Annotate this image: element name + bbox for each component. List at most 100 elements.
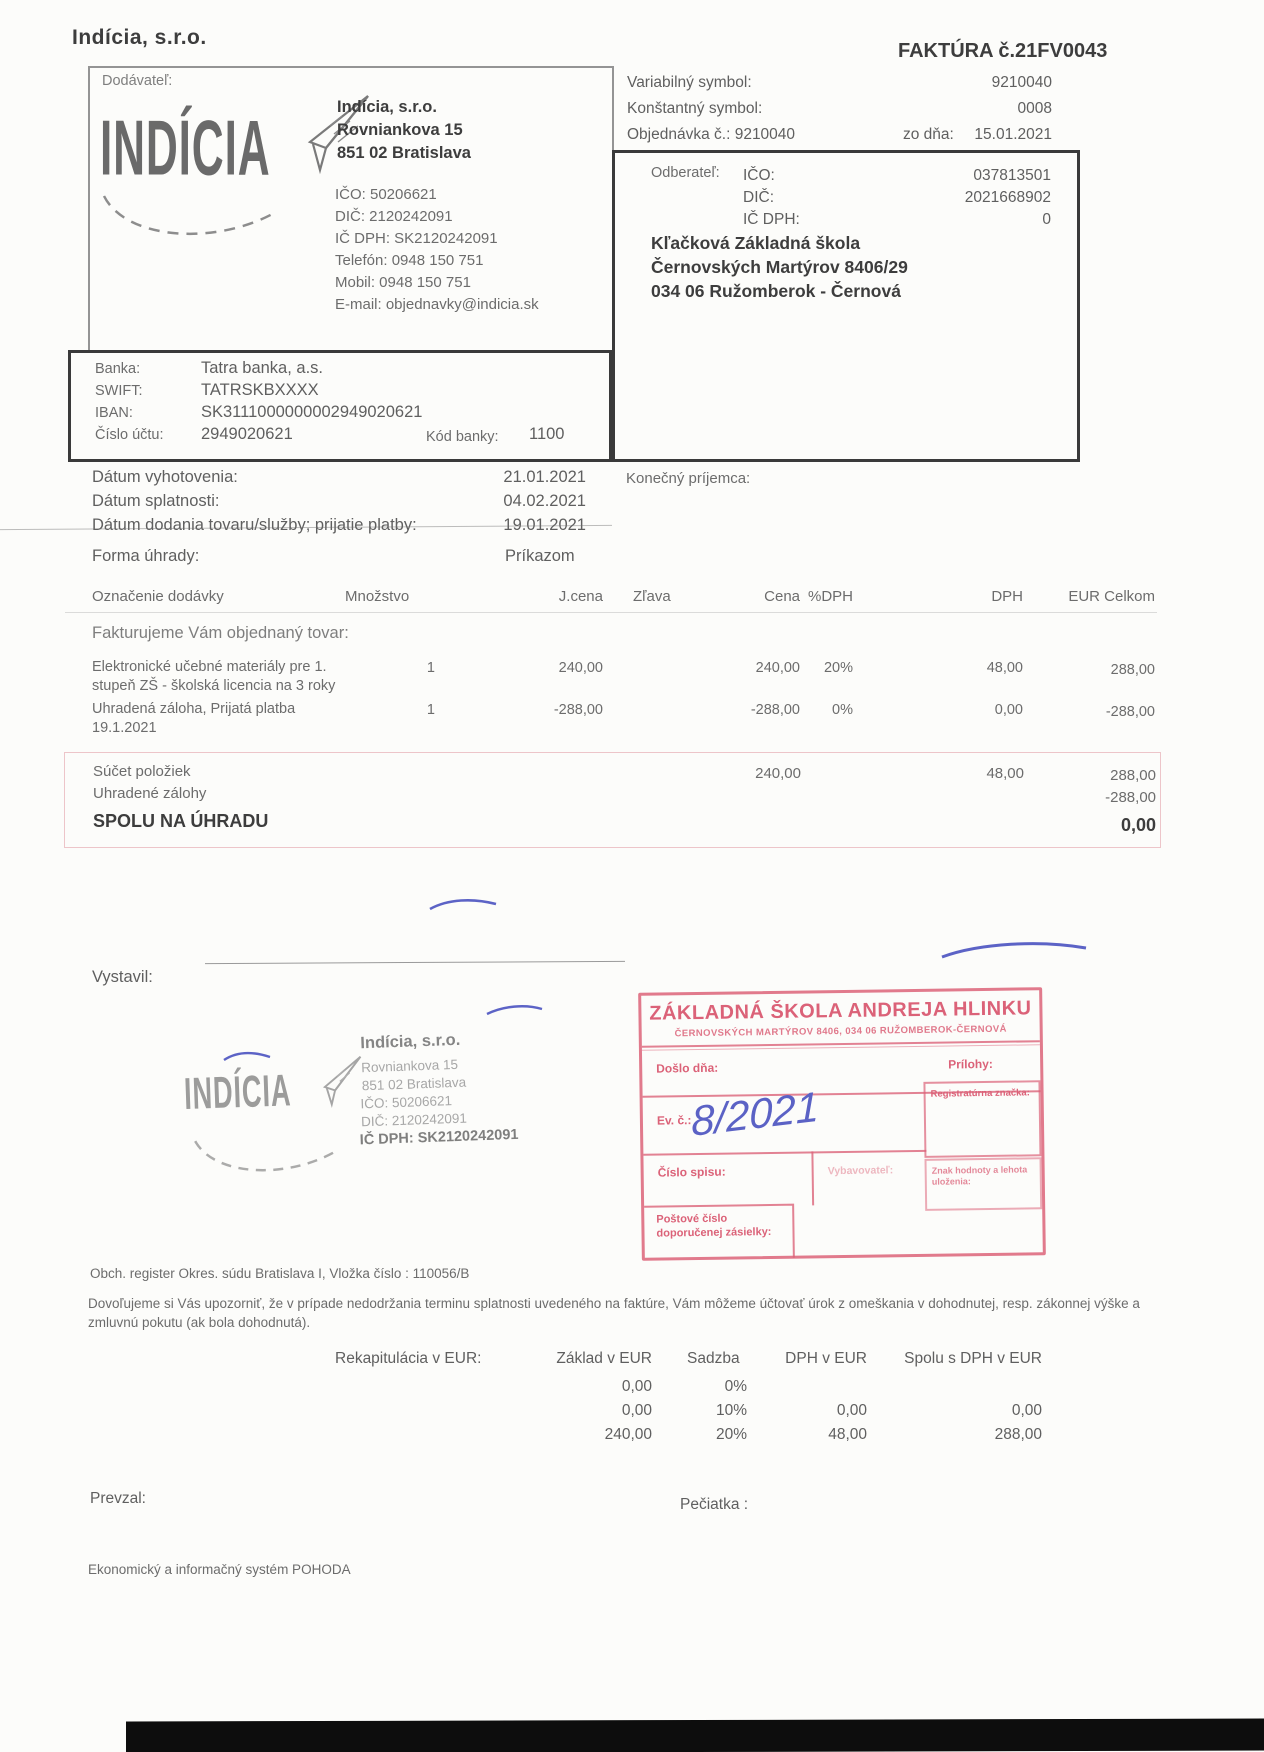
stamp-registry-cell: Registratúrna značka: [923, 1080, 1042, 1158]
col-header-total: EUR Celkom [1068, 588, 1155, 605]
item-vat: 48,00 [986, 660, 1023, 676]
stamp-field-label: Pečiatka : [680, 1496, 749, 1513]
stamp-handler-label: Vybavovateľ: [827, 1164, 894, 1178]
recap-cell: 240,00 [604, 1426, 652, 1443]
dashed-arc-icon [102, 195, 277, 235]
customer-ic-dph-value: 0 [1042, 211, 1051, 228]
stamp-postal-cell: Poštové číslo doporučenej zásielky: [644, 1203, 795, 1260]
constant-symbol-label: Konštantný symbol: [627, 100, 763, 117]
handwritten-ev-number: 8/2021 [690, 1082, 820, 1145]
item-vat-rate: 20% [823, 660, 853, 676]
pen-stroke-icon [486, 1005, 543, 1016]
item-qty: 1 [426, 660, 435, 676]
pen-stroke-icon [429, 899, 497, 911]
paper-plane-icon [322, 1055, 362, 1109]
supplier-phone: Telefón: 0948 150 751 [335, 252, 484, 269]
final-recipient-label: Konečný príjemca: [626, 470, 751, 487]
recap-cell: 288,00 [994, 1426, 1042, 1443]
sum-total: 288,00 [1110, 767, 1156, 784]
recap-cell: 10% [715, 1402, 747, 1419]
constant-symbol-value: 0008 [1017, 100, 1052, 117]
recap-cell: 0,00 [836, 1402, 867, 1419]
stamp-attachments-label: Prílohy: [948, 1056, 993, 1072]
supplier-dic: DIČ: 2120242091 [335, 208, 453, 225]
dashed-arc-icon [194, 1140, 340, 1172]
supplier-logo: INDÍCIA [100, 105, 271, 193]
supplier-name: Indícia, s.r.o. [337, 98, 437, 116]
item-description: Elektronické učebné materiály pre 1. stu… [92, 659, 336, 694]
iban-label: IBAN: [95, 405, 133, 421]
swift-label: SWIFT: [95, 383, 143, 399]
bank-label: Banka: [95, 361, 141, 377]
bank-code-label: Kód banky: [426, 429, 499, 445]
signature-line [205, 960, 625, 965]
item-price: 240,00 [755, 660, 800, 676]
customer-dic-value: 2021668902 [964, 189, 1051, 206]
iban-value: SK3111000000002949020621 [201, 403, 423, 421]
stamp-registry-label: Registratúrna značka: [930, 1087, 1030, 1100]
due-date-value: 04.02.2021 [503, 492, 586, 510]
totals-box: Súčet položiek Uhradené zálohy 240,00 48… [64, 752, 1161, 848]
items-section-heading: Fakturujeme Vám objednaný tovar: [92, 624, 349, 642]
col-header-vat: DPH [991, 588, 1023, 605]
account-number-value: 2949020621 [201, 425, 293, 443]
customer-ic-dph-label: IČ DPH: [743, 211, 800, 228]
company-header: Indícia, s.r.o. [72, 26, 207, 49]
variable-symbol-label: Variabilný symbol: [627, 74, 752, 91]
col-header-qty: Množstvo [345, 588, 410, 605]
supplier-city: 851 02 Bratislava [337, 144, 471, 162]
col-header-vat-rate: %DPH [808, 588, 854, 605]
issue-date-label: Dátum vyhotovenia: [92, 468, 238, 486]
col-header-unit-price: J.cena [558, 588, 603, 605]
swift-value: TATRSKBXXXX [201, 381, 319, 399]
school-stamp-title: ZÁKLADNÁ ŠKOLA ANDREJA HLINKU [649, 997, 1032, 1025]
grand-total-label: SPOLU NA ÚHRADU [93, 811, 269, 831]
school-stamp-subtitle: ČERNOVSKÝCH MARTÝROV 8406, 034 06 RUŽOMB… [674, 1023, 1007, 1040]
col-header-price: Cena [764, 588, 800, 605]
customer-dic-label: DIČ: [743, 189, 774, 206]
customer-street: Černovských Martýrov 8406/29 [651, 257, 908, 277]
supplier-street: Rovniankova 15 [337, 121, 463, 139]
stamp-value-label: Znak hodnoty a lehota uloženia: [931, 1164, 1028, 1187]
recap-cell: 48,00 [828, 1426, 867, 1443]
supplier-stamp-city: 851 02 Bratislava [361, 1074, 467, 1094]
order-number-label: Objednávka č.: 9210040 [627, 126, 796, 143]
recap-cell: 0,00 [1011, 1402, 1042, 1419]
item-vat-rate: 0% [832, 702, 853, 718]
recap-cell: 0% [724, 1378, 747, 1395]
order-date-value: 15.01.2021 [974, 126, 1052, 143]
supplier-ic-dph: IČ DPH: SK2120242091 [335, 230, 498, 247]
stamp-postal-label: Poštové číslo doporučenej zásielky: [656, 1212, 772, 1240]
item-vat: 0,00 [994, 702, 1023, 718]
recap-cell: 0,00 [621, 1402, 652, 1419]
item-unit-price: -288,00 [553, 702, 603, 718]
item-total: 288,00 [1110, 662, 1155, 678]
advances-total: -288,00 [1105, 789, 1156, 806]
stamp-received-label: Došlo dňa: [656, 1060, 719, 1076]
recap-header-total: Spolu s DPH v EUR [904, 1350, 1042, 1367]
supplier-stamp-name: Indícia, s.r.o. [360, 1030, 461, 1053]
supplier-stamp-street: Rovniankova 15 [360, 1056, 459, 1076]
bank-code-value: 1100 [529, 425, 565, 443]
supplier-ico: IČO: 50206621 [335, 186, 437, 203]
stamp-file-number-label: Číslo spisu: [657, 1164, 726, 1180]
advances-label: Uhradené zálohy [93, 785, 207, 802]
sum-items-label: Súčet položiek [93, 763, 191, 780]
issue-date-value: 21.01.2021 [503, 468, 586, 486]
customer-city: 034 06 Ružomberok - Černová [651, 281, 901, 301]
customer-section-label: Odberateľ: [651, 165, 720, 181]
delivery-date-value: 19.01.2021 [503, 516, 586, 534]
table-header-divider [65, 612, 1157, 613]
stamp-ev-label: Ev. č.: [656, 1113, 692, 1128]
recap-header-vat: DPH v EUR [785, 1350, 867, 1367]
stamp-rule [811, 1151, 815, 1206]
recap-cell: 20% [715, 1426, 747, 1443]
paper-plane-icon [307, 95, 369, 175]
item-qty: 1 [426, 702, 435, 718]
supplier-section-label: Dodávateľ: [102, 73, 173, 89]
supplier-stamp-dic: DIČ: 2120242091 [360, 1110, 468, 1130]
bank-value: Tatra banka, a.s. [201, 359, 323, 377]
item-price: -288,00 [750, 702, 800, 718]
supplier-stamp-logo: INDÍCIA [183, 1064, 293, 1119]
